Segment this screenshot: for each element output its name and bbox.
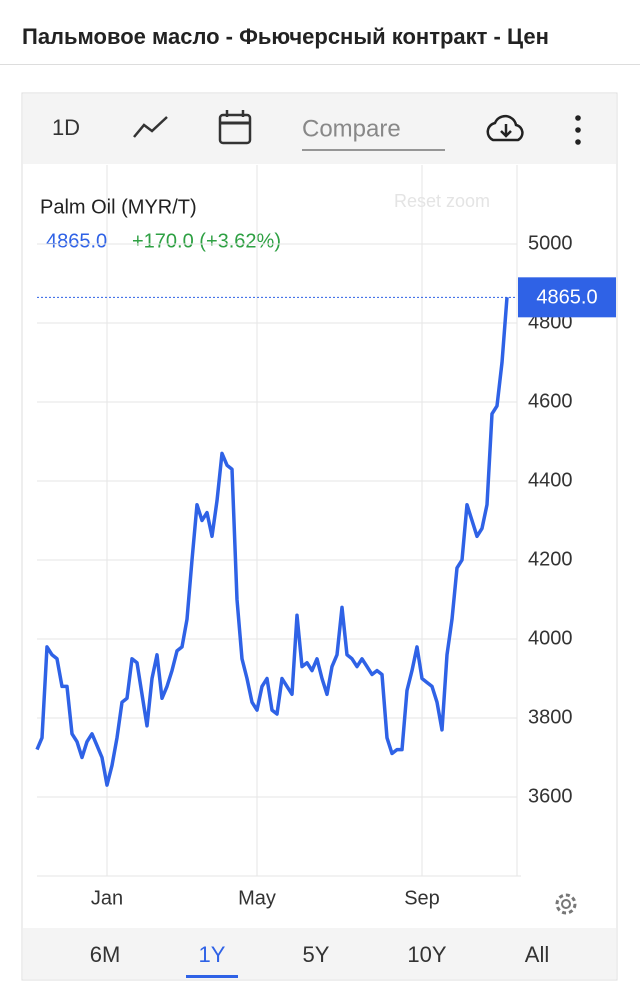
header-title: Пальмовое масло - Фьючерсный контракт - … <box>22 24 549 49</box>
y-tick-label: 4200 <box>528 548 573 570</box>
y-tick-label: 4400 <box>528 469 573 491</box>
last-price-label: 4865.0 <box>536 287 597 309</box>
y-tick-label: 3800 <box>528 706 573 728</box>
calendar-icon[interactable] <box>218 110 252 145</box>
range-button[interactable]: All <box>525 942 549 967</box>
legend-change: +170.0 (+3.62%) <box>132 230 281 252</box>
legend-name: Palm Oil (MYR/T) <box>40 196 197 218</box>
header: Пальмовое масло - Фьючерсный контракт - … <box>0 0 640 65</box>
x-tick-label: Jan <box>91 887 123 909</box>
toolbar <box>23 94 616 164</box>
x-tick-label: May <box>238 887 276 909</box>
range-bar <box>23 928 616 979</box>
range-button[interactable]: 10Y <box>407 942 446 967</box>
last-price-tag <box>518 277 616 318</box>
range-button[interactable]: 1Y <box>199 942 226 967</box>
price-line <box>35 297 509 787</box>
range-button[interactable]: 6M <box>90 942 121 967</box>
compare-input[interactable]: Compare <box>302 115 401 142</box>
range-selected-underline <box>186 975 238 978</box>
x-tick-label: Sep <box>404 887 440 909</box>
card-frame <box>21 92 618 981</box>
download-icon[interactable] <box>486 114 524 142</box>
y-tick-label: 4600 <box>528 390 573 412</box>
legend-price: 4865.0 <box>46 230 107 252</box>
range-button[interactable]: 5Y <box>303 942 330 967</box>
chart-type-icon[interactable] <box>133 116 168 138</box>
settings-icon[interactable] <box>555 893 577 915</box>
y-tick-label: 4000 <box>528 627 573 649</box>
y-tick-label: 3600 <box>528 785 573 807</box>
menu-icon[interactable] <box>575 115 581 145</box>
reset-zoom[interactable]: Reset zoom <box>394 191 490 211</box>
y-tick-label: 5000 <box>528 232 573 254</box>
interval-button[interactable]: 1D <box>52 115 80 140</box>
